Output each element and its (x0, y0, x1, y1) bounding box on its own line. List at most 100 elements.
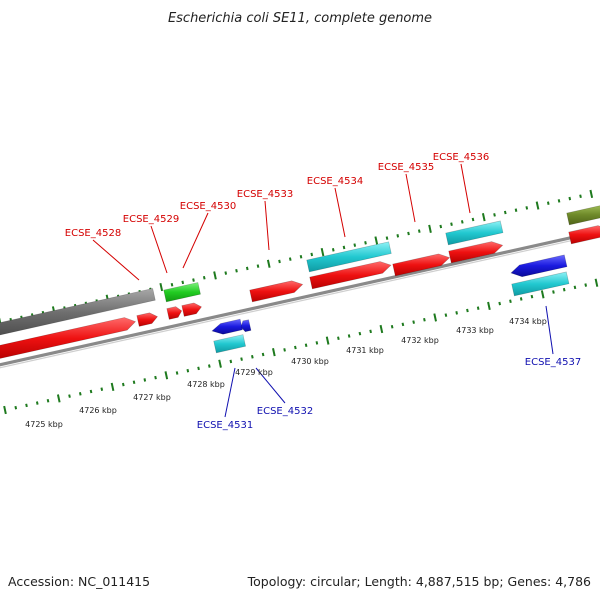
tick-mark (589, 189, 594, 199)
tick-mark (503, 210, 507, 215)
gene-label-connector (182, 212, 209, 269)
tick-mark (192, 278, 195, 282)
gene-label-connector (545, 305, 554, 355)
tick-mark (407, 231, 410, 236)
gene-label-ecse-4534: ECSE_4534 (307, 176, 363, 187)
cds-feature (309, 261, 392, 290)
tick-mark (245, 266, 249, 271)
tick-mark (256, 264, 260, 268)
cds-feature (166, 306, 183, 320)
tick-mark (261, 352, 265, 357)
tick-mark (240, 357, 243, 361)
tick-mark (557, 199, 561, 203)
gene-label-connector (255, 367, 286, 404)
tick-mark (197, 366, 200, 371)
gene-label-ecse-4537: ECSE_4537 (525, 357, 581, 368)
tick-mark (487, 301, 491, 311)
tick-mark (369, 329, 372, 334)
tick-mark (25, 403, 28, 408)
gene-label-ecse-4533: ECSE_4533 (237, 189, 293, 200)
tick-mark (493, 213, 496, 217)
cds-feature (249, 280, 304, 303)
tick-mark (251, 355, 254, 359)
gene-label-ecse-4529: ECSE_4529 (123, 214, 179, 225)
label-connectors (92, 163, 554, 418)
tick-mark (342, 245, 346, 250)
tick-mark (110, 382, 115, 391)
tick-mark (143, 378, 147, 382)
tick-mark (379, 324, 384, 334)
position-label: 4727 kbp (133, 393, 171, 402)
tick-mark (579, 194, 582, 198)
tick-mark (439, 224, 443, 229)
tick-mark (310, 252, 314, 257)
other-feature (213, 334, 246, 354)
position-label: 4732 kbp (401, 336, 439, 345)
tick-mark (35, 401, 39, 405)
cds-feature (448, 241, 504, 264)
cds-feature (392, 253, 451, 277)
tick-mark (229, 359, 233, 364)
tick-mark (272, 348, 276, 357)
cds-feature (0, 317, 137, 359)
map-title: Escherichia coli SE11, complete genome (168, 11, 432, 26)
tick-mark (514, 208, 518, 212)
position-label: 4734 kbp (509, 317, 547, 326)
tick-mark (213, 271, 217, 280)
backbone-line (0, 233, 600, 369)
position-label: 4730 kbp (291, 357, 329, 366)
tick-mark (68, 394, 71, 398)
gene-label-connector (92, 239, 140, 281)
tick-mark (509, 299, 512, 304)
position-labels: 4725 kbp 4726 kbp 4727 kbp 4728 kbp 4729 kbp… (25, 317, 547, 429)
tick-mark (202, 275, 206, 280)
other-feature (306, 241, 392, 273)
tick-mark (519, 297, 523, 301)
tick-mark (347, 334, 351, 338)
gene-label-connector (264, 200, 270, 251)
gene-label-connector (150, 225, 168, 274)
tick-mark (89, 389, 93, 394)
tick-mark (283, 348, 286, 352)
gene-features (0, 205, 600, 359)
gene-label-ecse-4528: ECSE_4528 (65, 228, 121, 239)
gene-label-ecse-4535: ECSE_4535 (378, 162, 434, 173)
tick-mark (573, 285, 577, 290)
tick-mark (385, 236, 389, 240)
tick-mark (552, 290, 555, 294)
gene-label-ecse-4530: ECSE_4530 (180, 201, 236, 212)
tick-mark (337, 336, 340, 341)
tick-mark (530, 294, 534, 299)
tick-mark (121, 382, 125, 387)
gene-label-ecse-4531: ECSE_4531 (197, 420, 253, 431)
tick-mark (358, 331, 362, 336)
misc-feature (566, 205, 600, 226)
gene-label-ecse-4532: ECSE_4532 (257, 406, 313, 417)
position-label: 4725 kbp (25, 420, 63, 429)
tick-mark (175, 371, 179, 375)
tick-mark (481, 213, 486, 222)
tick-mark (562, 287, 566, 292)
gene-label-connector (224, 367, 236, 418)
tick-mark (159, 282, 164, 292)
tick-mark (186, 368, 190, 373)
tick-mark (540, 290, 545, 299)
tick-mark (546, 201, 550, 205)
cds-feature (136, 312, 158, 327)
gene-label-connector (460, 163, 471, 214)
position-label: 4731 kbp (346, 346, 384, 355)
tick-mark (218, 359, 222, 368)
tick-mark (444, 313, 448, 317)
tick-mark (46, 398, 50, 403)
tick-mark (412, 320, 415, 324)
tick-mark (164, 371, 169, 380)
tick-mark (320, 248, 325, 257)
gene-label-connector (334, 187, 346, 238)
reverse-cds-feature (240, 319, 252, 333)
reverse-cds-feature (510, 254, 568, 278)
other-feature (511, 271, 570, 297)
tick-mark (568, 196, 572, 201)
tick-mark (535, 201, 540, 210)
